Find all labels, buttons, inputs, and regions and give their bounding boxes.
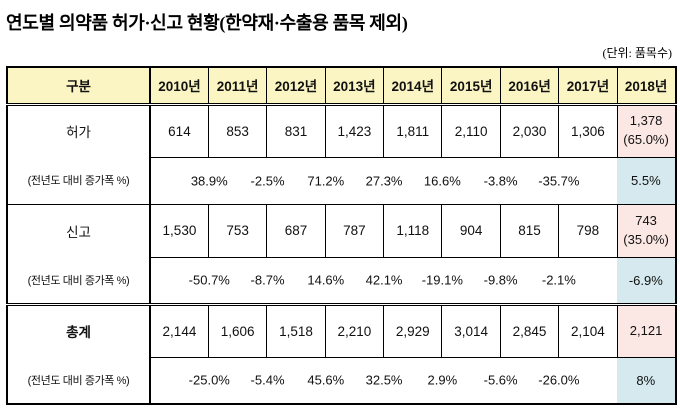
growth-values-span: 38.9% -2.5% 71.2% 27.3% 16.6% -3.8% -35.… <box>149 156 618 205</box>
column-header-2012: 2012년 <box>266 66 326 106</box>
growth-value: 38.9% <box>190 173 228 188</box>
column-header-2017: 2017년 <box>558 66 618 106</box>
column-header-2016: 2016년 <box>499 66 560 106</box>
column-header-2014: 2014년 <box>383 66 443 106</box>
row-notifications-growth: (전년도 대비 증가폭 %) -50.7% -8.7% 14.6% 42.1% … <box>6 256 677 305</box>
cell-value: 753 <box>207 203 268 258</box>
row-approvals-growth: (전년도 대비 증가폭 %) 38.9% -2.5% 71.2% 27.3% 1… <box>6 156 677 205</box>
growth-value-2018-highlight: -6.9% <box>617 256 677 305</box>
growth-value: 71.2% <box>307 173 345 188</box>
row-label-total: 총계 <box>6 302 151 357</box>
growth-values-span: -25.0% -5.4% 45.6% 32.5% 2.9% -5.6% -26.… <box>149 356 618 405</box>
growth-value: 2.9% <box>427 372 458 388</box>
growth-value: 14.6% <box>307 272 345 288</box>
cell-value-2018-highlight: 2,121 <box>616 302 677 358</box>
cell-value: 2,845 <box>499 302 560 358</box>
column-header-2011: 2011년 <box>207 66 268 106</box>
column-header-2013: 2013년 <box>324 66 385 106</box>
growth-value: 32.5% <box>365 372 403 388</box>
value-2018: 743 <box>635 212 657 228</box>
column-header-gubun: 구분 <box>6 66 151 106</box>
page-title: 연도별 의약품 허가·신고 현황(한약재·수출용 품목 제외) <box>6 13 408 33</box>
growth-value: -26.0% <box>538 372 580 388</box>
growth-value: -50.7% <box>188 272 230 288</box>
growth-value: -3.8% <box>483 173 518 188</box>
growth-value-2018-highlight: 5.5% <box>617 156 677 205</box>
cell-value: 815 <box>499 203 560 258</box>
row-approvals: 허가 614 853 831 1,423 1,811 2,110 2,030 1… <box>6 103 677 158</box>
cell-value: 1,530 <box>149 203 209 258</box>
row-notifications: 신고 1,530 753 687 787 1,118 904 815 798 7… <box>6 203 677 258</box>
growth-value: 27.3% <box>365 173 403 188</box>
row-label-approvals: 허가 <box>6 103 151 157</box>
cell-value: 1,606 <box>207 302 268 358</box>
cell-value: 1,811 <box>383 103 443 158</box>
cell-value: 853 <box>207 103 268 158</box>
row-total: 총계 2,144 1,606 1,518 2,210 2,929 3,014 2… <box>6 302 677 358</box>
cell-value: 831 <box>266 103 326 158</box>
document-page: 연도별 의약품 허가·신고 현황(한약재·수출용 품목 제외) (단위: 품목수… <box>6 13 677 405</box>
growth-value: 16.6% <box>423 173 461 188</box>
share-2018: (35.0%) <box>623 231 669 247</box>
growth-value: 45.6% <box>307 372 345 388</box>
row-total-growth: (전년도 대비 증가폭 %) -25.0% -5.4% 45.6% 32.5% … <box>6 356 677 405</box>
cell-value: 2,030 <box>499 103 560 158</box>
cell-value: 1,423 <box>324 103 385 158</box>
cell-value: 904 <box>441 203 501 258</box>
header-row: 구분 2010년 2011년 2012년 2013년 2014년 2015년 2… <box>6 66 677 106</box>
growth-value: -8.7% <box>250 272 285 288</box>
value-2018: 1,378 <box>629 113 663 129</box>
cell-value: 687 <box>266 203 326 258</box>
value-2018: 2,121 <box>629 322 663 338</box>
cell-value: 2,929 <box>383 302 443 358</box>
share-2018: (65.0%) <box>623 132 669 147</box>
growth-value: -2.1% <box>541 272 576 288</box>
cell-value-2018-highlight: 1,378 (65.0%) <box>616 103 677 158</box>
growth-value: 42.1% <box>365 272 403 288</box>
cell-value: 1,306 <box>558 103 618 158</box>
growth-value: -9.8% <box>483 272 518 288</box>
growth-value: -5.6% <box>483 372 518 388</box>
cell-value: 614 <box>149 103 209 158</box>
cell-value: 798 <box>558 203 618 258</box>
cell-value: 2,104 <box>558 302 618 358</box>
growth-value: -2.5% <box>250 173 285 188</box>
growth-value: -5.4% <box>250 372 285 388</box>
growth-values-span: -50.7% -8.7% 14.6% 42.1% -19.1% -9.8% -2… <box>149 256 618 305</box>
cell-value: 1,118 <box>383 203 443 258</box>
row-label-notifications: 신고 <box>6 203 151 257</box>
approvals-by-year-table: 구분 2010년 2011년 2012년 2013년 2014년 2015년 2… <box>6 66 677 405</box>
growth-value-2018-highlight: 8% <box>617 356 677 405</box>
cell-value: 2,144 <box>149 302 209 358</box>
cell-value: 1,518 <box>266 302 326 358</box>
cell-value: 2,110 <box>441 103 501 158</box>
row-label-growth: (전년도 대비 증가폭 %) <box>6 257 151 305</box>
column-header-2018: 2018년 <box>616 66 677 106</box>
growth-value: -35.7% <box>538 173 580 188</box>
growth-value: -25.0% <box>188 372 230 388</box>
cell-value-2018-highlight: 743 (35.0%) <box>616 203 677 258</box>
growth-value: -19.1% <box>421 272 463 288</box>
cell-value: 787 <box>324 203 385 258</box>
row-label-growth: (전년도 대비 증가폭 %) <box>6 157 151 205</box>
column-header-2010: 2010년 <box>149 66 209 106</box>
cell-value: 3,014 <box>441 302 501 358</box>
row-label-growth: (전년도 대비 증가폭 %) <box>6 357 151 405</box>
unit-label: (단위: 품목수) <box>602 46 672 60</box>
column-header-2015: 2015년 <box>441 66 501 106</box>
cell-value: 2,210 <box>324 302 385 358</box>
